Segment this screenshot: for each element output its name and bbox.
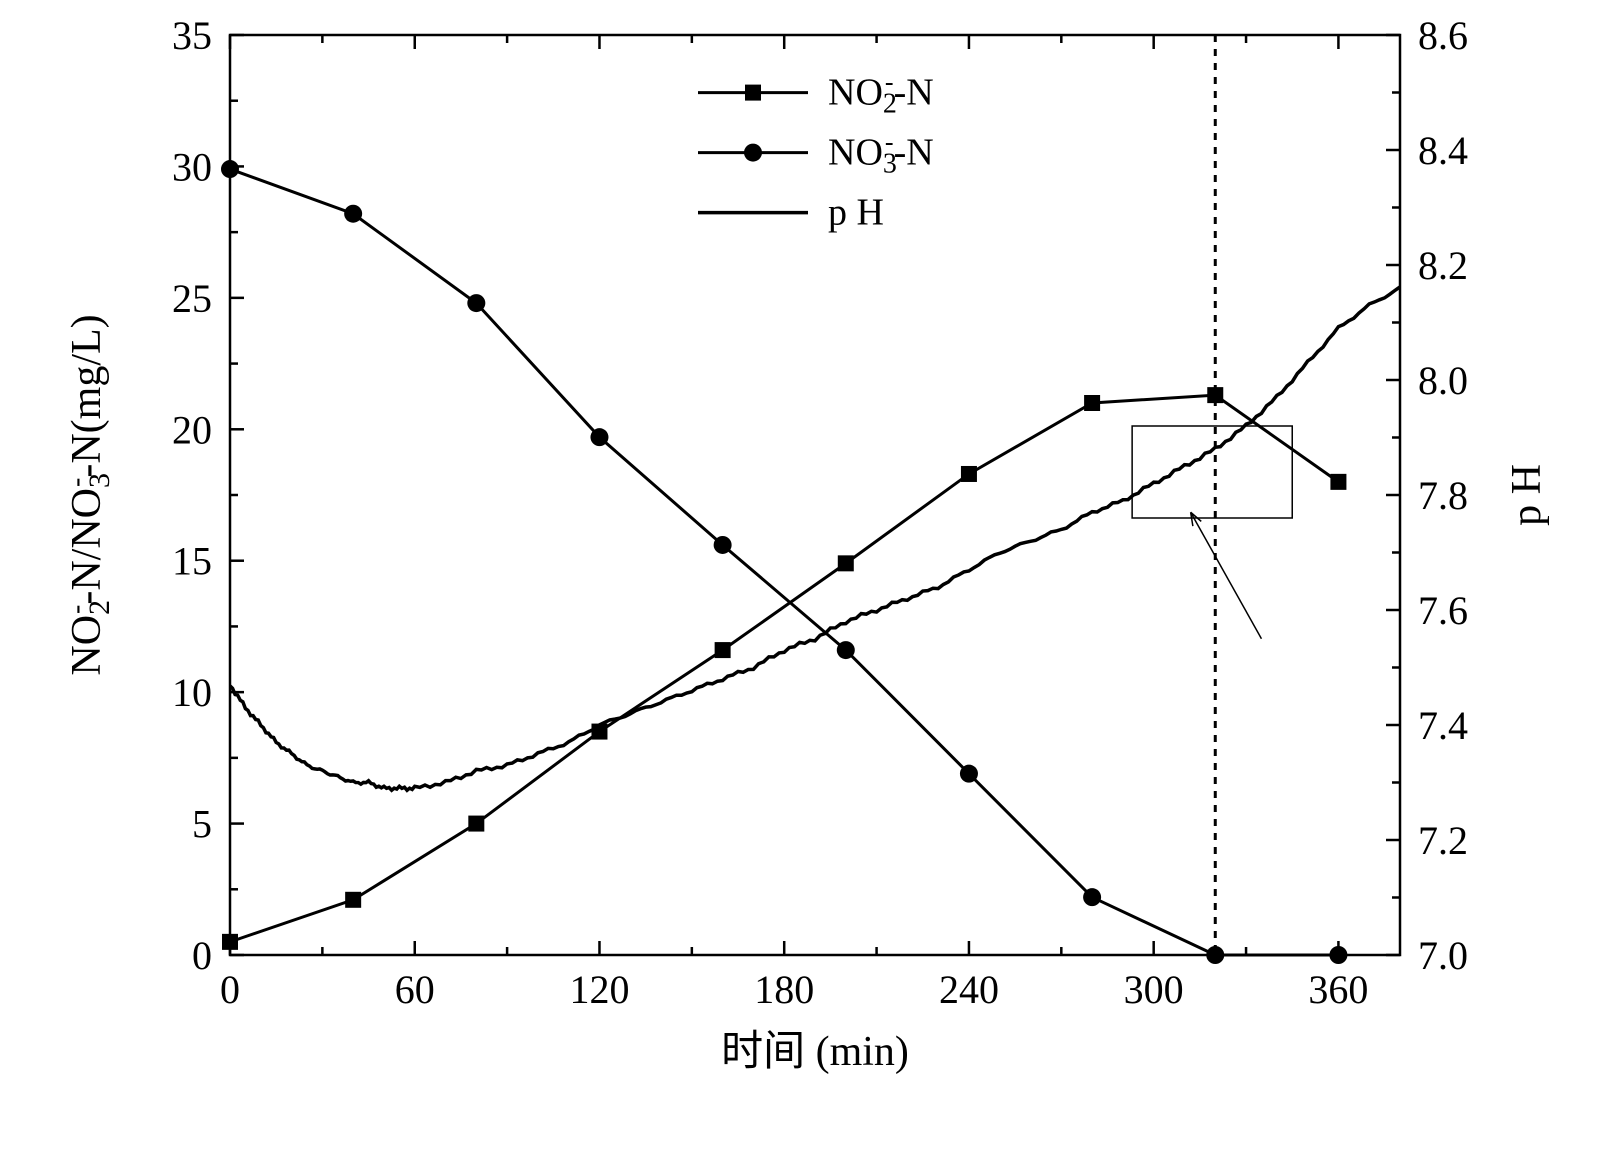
arrow-head — [1191, 512, 1202, 526]
svg-text:8.4: 8.4 — [1418, 128, 1468, 173]
svg-text:0: 0 — [192, 933, 212, 978]
no3-marker — [467, 294, 485, 312]
svg-text:7.8: 7.8 — [1418, 473, 1468, 518]
svg-text:8.6: 8.6 — [1418, 13, 1468, 58]
ph-line — [230, 287, 1400, 790]
svg-text:0: 0 — [220, 967, 240, 1012]
svg-text:p H: p H — [1504, 464, 1550, 526]
no2-marker — [1084, 395, 1100, 411]
no2-line — [230, 395, 1338, 942]
svg-text:360: 360 — [1308, 967, 1368, 1012]
no2-marker — [591, 724, 607, 740]
svg-text:15: 15 — [172, 539, 212, 584]
legend: NO2--N NO3--N p H — [698, 67, 934, 233]
no3-marker — [344, 205, 362, 223]
svg-text:25: 25 — [172, 276, 212, 321]
svg-text:35: 35 — [172, 13, 212, 58]
no3-marker — [1329, 946, 1347, 964]
no2-marker — [715, 642, 731, 658]
svg-text:300: 300 — [1124, 967, 1184, 1012]
chart-container: 0 60 120 180 240 300 360 时间 (min) 0 5 10 15 20 25 30 35… — [0, 0, 1622, 1157]
no3-marker — [590, 428, 608, 446]
legend-label: NO3--N — [828, 127, 934, 180]
no2-marker — [345, 892, 361, 908]
svg-text:10: 10 — [172, 670, 212, 715]
box-annotation — [1132, 426, 1292, 518]
svg-text:20: 20 — [172, 407, 212, 452]
svg-text:8.0: 8.0 — [1418, 358, 1468, 403]
no3-line — [230, 169, 1338, 955]
svg-text:120: 120 — [569, 967, 629, 1012]
svg-text:7.2: 7.2 — [1418, 818, 1468, 863]
arrow-line — [1191, 512, 1262, 639]
legend-label: p H — [828, 192, 884, 234]
svg-text:240: 240 — [939, 967, 999, 1012]
svg-text:NO2--N/NO3--N(mg/L): NO2--N/NO3--N(mg/L) — [61, 314, 116, 675]
no3-marker — [221, 160, 239, 178]
svg-text:7.6: 7.6 — [1418, 588, 1468, 633]
svg-text:时间 (min): 时间 (min) — [721, 1029, 909, 1075]
legend-label: NO2--N — [828, 67, 934, 120]
svg-text:7.0: 7.0 — [1418, 933, 1468, 978]
no3-marker — [960, 765, 978, 783]
no3-marker — [837, 641, 855, 659]
no2-marker — [222, 934, 238, 950]
no3-marker — [714, 536, 732, 554]
no2-marker — [468, 816, 484, 832]
svg-text:180: 180 — [754, 967, 814, 1012]
svg-text:30: 30 — [172, 144, 212, 189]
chart-svg: 0 60 120 180 240 300 360 时间 (min) 0 5 10 15 20 25 30 35… — [0, 0, 1622, 1157]
no2-marker — [1330, 474, 1346, 490]
svg-text:8.2: 8.2 — [1418, 243, 1468, 288]
no3-marker — [1083, 888, 1101, 906]
svg-text:60: 60 — [395, 967, 435, 1012]
svg-text:7.4: 7.4 — [1418, 703, 1468, 748]
svg-text:5: 5 — [192, 802, 212, 847]
no2-marker — [838, 555, 854, 571]
no2-marker — [961, 466, 977, 482]
